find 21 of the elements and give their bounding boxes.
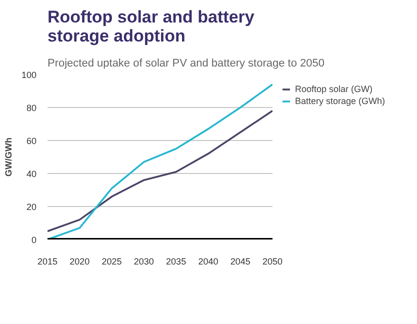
y-tick-label: 0 bbox=[31, 235, 37, 245]
line-series bbox=[48, 84, 272, 240]
x-tick-label: 2035 bbox=[166, 256, 186, 266]
x-tick-label: 2050 bbox=[262, 256, 283, 266]
x-tick-label: 2015 bbox=[37, 256, 58, 266]
y-axis-title: GW/GWh bbox=[3, 137, 14, 176]
chart-subtitle: Projected uptake of solar PV and battery storage to 2050 bbox=[48, 58, 325, 70]
y-tick-label: 20 bbox=[26, 202, 37, 212]
y-tick-label: 60 bbox=[26, 136, 37, 146]
legend-label: Rooftop solar (GW) bbox=[295, 84, 373, 94]
x-tick-label: 2040 bbox=[198, 256, 218, 266]
chart-title: Rooftop solar and battery storage adoption bbox=[48, 8, 255, 46]
legend-label: Battery storage (GWh) bbox=[295, 96, 386, 106]
x-tick-label: 2045 bbox=[230, 256, 250, 266]
y-tick-label: 40 bbox=[26, 169, 37, 179]
x-tick-label: 2020 bbox=[70, 256, 90, 266]
y-tick-label: 80 bbox=[26, 103, 37, 113]
x-tick-label: 2030 bbox=[134, 256, 154, 266]
x-tick-label: 2025 bbox=[102, 256, 122, 266]
y-tick-label: 100 bbox=[21, 70, 37, 80]
line-series bbox=[48, 110, 272, 232]
